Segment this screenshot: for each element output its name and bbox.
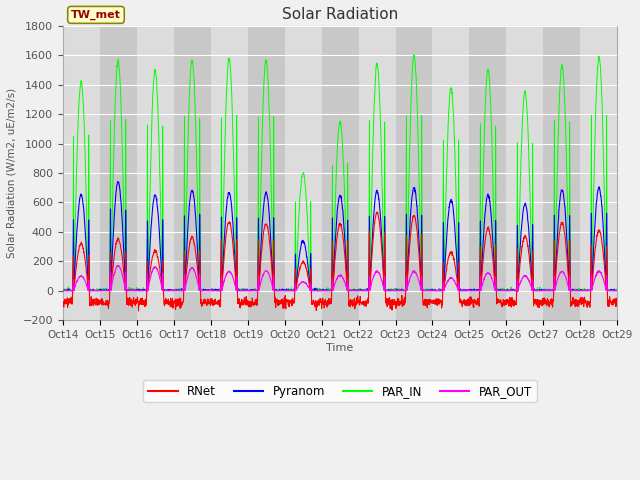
Bar: [248, 26, 285, 320]
Bar: [580, 26, 618, 320]
Bar: [506, 26, 543, 320]
Bar: [173, 26, 211, 320]
Bar: [211, 26, 248, 320]
Bar: [358, 26, 396, 320]
Legend: RNet, Pyranom, PAR_IN, PAR_OUT: RNet, Pyranom, PAR_IN, PAR_OUT: [143, 380, 537, 402]
Bar: [321, 26, 358, 320]
Y-axis label: Solar Radiation (W/m2, uE/m2/s): Solar Radiation (W/m2, uE/m2/s): [7, 88, 17, 258]
Bar: [285, 26, 321, 320]
Bar: [470, 26, 506, 320]
Title: Solar Radiation: Solar Radiation: [282, 7, 398, 22]
Bar: [543, 26, 580, 320]
Bar: [137, 26, 173, 320]
Bar: [433, 26, 470, 320]
Bar: [100, 26, 137, 320]
X-axis label: Time: Time: [326, 343, 354, 353]
Bar: [396, 26, 433, 320]
Text: TW_met: TW_met: [71, 10, 121, 20]
Bar: [63, 26, 100, 320]
